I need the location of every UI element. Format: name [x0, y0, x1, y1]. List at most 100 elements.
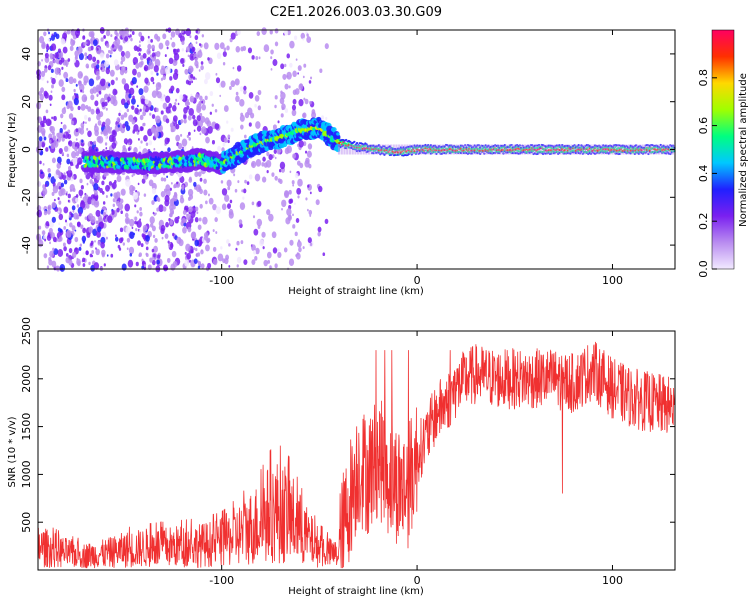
spectrogram-cell	[50, 68, 54, 74]
spectrogram-cell	[575, 144, 579, 155]
spectrogram-cell	[137, 182, 140, 186]
spectrogram-cell	[238, 219, 243, 225]
spectrogram-cell	[140, 243, 144, 248]
spectrogram-x-tick-label: -100	[209, 274, 234, 287]
spectrogram-cell	[51, 260, 57, 268]
spectrogram-cell	[251, 259, 256, 266]
spectrogram-cell	[378, 144, 382, 155]
spectrogram-cell	[137, 129, 140, 133]
spectrogram-cell	[79, 128, 85, 135]
spectrogram-cell	[198, 69, 201, 72]
spectrogram-cell	[48, 145, 51, 149]
spectrogram-cell	[49, 250, 55, 258]
spectrogram-cell	[507, 144, 510, 155]
spectrogram-cell	[201, 126, 207, 134]
spectrogram-y-tick-label: -40	[20, 236, 33, 254]
spectrogram-cell	[348, 144, 352, 155]
spectrogram-cell	[294, 231, 298, 237]
spectrogram-cell	[65, 252, 69, 257]
spectrogram-cell	[573, 144, 576, 155]
spectrogram-cell	[69, 183, 75, 192]
spectrogram-cell	[526, 144, 529, 155]
spectrogram-cell	[215, 72, 218, 76]
spectrogram-cell	[57, 249, 64, 257]
spectrogram-cell	[150, 38, 153, 43]
spectrogram-cell	[392, 144, 395, 155]
spectrogram-cell	[241, 189, 244, 193]
spectrogram-cell	[140, 60, 144, 66]
spectrogram-cell	[176, 171, 178, 175]
spectrogram-cell	[194, 239, 200, 247]
spectrogram-cell	[187, 196, 191, 201]
spectrogram-cell	[189, 35, 192, 39]
spectrogram-cell	[95, 46, 102, 55]
spectrogram-cell	[68, 113, 74, 120]
spectrogram-cell	[564, 144, 568, 155]
spectrogram-cell	[44, 56, 50, 63]
spectrogram-cell	[171, 41, 176, 48]
spectrogram-cell	[71, 251, 77, 259]
spectrogram-cell	[100, 241, 105, 249]
spectrogram-cell	[251, 244, 256, 252]
spectrogram-cell	[152, 81, 155, 85]
spectrogram-cell	[207, 57, 210, 61]
spectrogram-cell	[142, 53, 147, 59]
spectrogram-cell	[362, 144, 365, 155]
spectrogram-cell	[153, 130, 159, 138]
spectrogram-cell	[78, 212, 82, 217]
spectrogram-cell	[169, 219, 174, 226]
spectrogram-cell	[195, 29, 198, 34]
spectrogram-cell	[141, 233, 145, 238]
spectrogram-cell	[258, 56, 261, 60]
spectrogram-cell	[205, 244, 210, 252]
spectrogram-cell	[300, 32, 306, 40]
spectrogram-cell	[74, 146, 78, 152]
spectrogram-cell	[185, 46, 191, 53]
spectrogram-cell	[223, 105, 229, 112]
spectrogram-cell	[644, 144, 647, 155]
spectrogram-cell	[277, 120, 280, 124]
spectrogram-cell	[104, 135, 108, 140]
spectrogram-cell	[128, 93, 132, 99]
spectrogram-cell	[149, 257, 153, 263]
spectrogram-cell	[138, 44, 141, 48]
spectrogram-cell	[53, 248, 59, 256]
spectrogram-cell	[130, 37, 133, 42]
spectrogram-cell	[268, 154, 273, 161]
spectrogram-cell	[162, 206, 167, 212]
spectrogram-cell	[213, 258, 218, 266]
spectrogram-cell	[212, 229, 215, 233]
snr-ticks: -100 0 100 500 1000 1500 2000 2500	[20, 317, 675, 587]
spectrogram-cell	[512, 144, 516, 155]
spectrogram-cell	[82, 121, 85, 124]
spectrogram-cell	[289, 40, 295, 49]
spectrogram-cell	[281, 207, 283, 211]
spectrogram-cell	[324, 218, 329, 225]
spectrogram-cell	[99, 78, 106, 87]
spectrogram-cell	[355, 142, 359, 145]
spectrogram-cell	[172, 204, 176, 210]
spectrogram-cell	[97, 226, 102, 233]
spectrogram-cell	[283, 247, 288, 253]
spectrogram-cell	[73, 88, 76, 93]
spectrogram-cell	[164, 54, 167, 57]
spectrogram-cell	[68, 76, 74, 85]
spectrogram-cell	[148, 140, 153, 146]
spectrogram-cell	[147, 43, 152, 50]
spectrogram-cell	[195, 184, 202, 192]
spectrogram-cell	[294, 172, 299, 179]
spectrogram-cell	[196, 103, 202, 111]
spectrogram-cell	[42, 187, 48, 196]
spectrogram-cell	[169, 243, 174, 249]
spectrogram-cell	[95, 220, 98, 225]
spectrogram-cell	[120, 65, 126, 73]
spectrogram-cell	[151, 187, 157, 195]
spectrogram-cell	[414, 144, 417, 155]
spectrogram-cell	[156, 254, 161, 260]
spectrogram-cell	[236, 240, 240, 246]
spectrogram-cell	[91, 63, 95, 69]
spectrogram-cell	[206, 238, 210, 244]
spectrogram-cell	[169, 76, 173, 81]
spectrogram-cell	[143, 264, 146, 267]
spectrogram-cell	[145, 142, 149, 147]
